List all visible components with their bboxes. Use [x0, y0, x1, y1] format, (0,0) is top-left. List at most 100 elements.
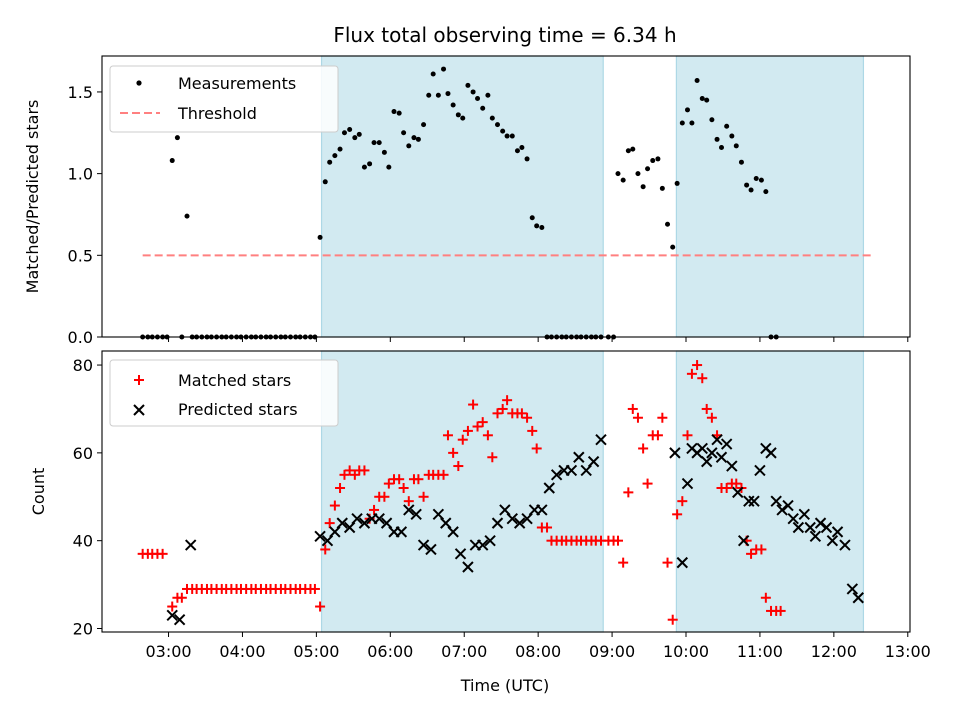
predicted-star-point — [447, 526, 459, 538]
matched-star-point — [369, 504, 380, 515]
predicted-star-point — [681, 477, 694, 490]
matched-star-point — [642, 478, 653, 489]
matched-star-point — [324, 518, 335, 529]
bottom-legend-box — [109, 359, 339, 427]
top-panel: 0.0 0.5 1.0 1.5 Matched/Predicted stars Mea… — [23, 55, 911, 347]
predicted-star-point — [711, 433, 723, 446]
predicted-star-point — [743, 495, 755, 507]
chart-title: Flux total observing time = 6.34 h — [333, 23, 676, 47]
matched-star-point — [612, 535, 623, 546]
matched-star-point — [760, 592, 771, 603]
x-tick-label: 06:00 — [367, 642, 413, 661]
matched-star-point — [638, 443, 649, 454]
measurement-point — [450, 102, 456, 108]
measurement-point — [524, 156, 530, 162]
x-tick-label: 13:00 — [885, 642, 931, 661]
measurement-point — [753, 176, 759, 182]
top-legend: Measurements Threshold — [109, 65, 339, 133]
matched-star-point — [477, 417, 488, 428]
predicted-star-point — [732, 486, 744, 499]
measurement-point — [332, 153, 338, 159]
matched-star-point — [672, 509, 683, 520]
measurement-point — [758, 177, 764, 183]
bottom-observing-window-0 — [320, 350, 604, 633]
matched-star-point — [309, 583, 320, 594]
predicted-star-point — [700, 455, 713, 468]
measurement-point — [485, 92, 491, 98]
measurement-point — [615, 171, 621, 177]
matched-star-point — [176, 592, 187, 603]
matched-star-point — [527, 425, 538, 436]
measurement-point — [733, 143, 739, 149]
matched-stars-points — [137, 360, 786, 625]
matched-star-point — [462, 425, 473, 436]
predicted-star-point — [776, 504, 788, 516]
matched-star-point — [472, 421, 483, 432]
predicted-star-point — [477, 539, 489, 551]
matched-star-point — [667, 614, 678, 625]
measurement-point — [367, 161, 373, 167]
matched-star-point — [379, 491, 390, 502]
matched-star-point — [692, 360, 703, 371]
measurement-point — [625, 148, 631, 154]
matched-star-point — [701, 403, 712, 414]
matched-star-point — [677, 496, 688, 507]
predicted-star-point — [846, 583, 859, 595]
measurement-point — [174, 135, 180, 141]
measurement-point — [500, 128, 506, 134]
matched-star-point — [335, 482, 346, 493]
measurement-point — [441, 66, 447, 72]
matched-star-point — [697, 373, 708, 384]
matched-star-point — [542, 522, 553, 533]
measurement-point — [322, 179, 328, 185]
predicted-star-point — [513, 517, 526, 529]
matched-star-point — [731, 478, 742, 489]
matched-star-point — [349, 469, 360, 480]
measurement-point — [729, 133, 735, 139]
predicted-star-point — [765, 447, 777, 459]
predicted-star-point — [820, 521, 833, 534]
x-tick-label: 04:00 — [219, 642, 265, 661]
measurement-point — [430, 71, 436, 77]
measurement-point — [391, 109, 397, 115]
measurement-point — [630, 146, 636, 152]
predicted-star-point — [484, 534, 496, 547]
predicted-star-point — [696, 442, 708, 455]
measurement-point — [539, 225, 545, 231]
top-panel-frame — [101, 55, 911, 338]
predicted-star-point — [792, 521, 805, 534]
measurement-point — [460, 115, 466, 121]
matched-star-point — [403, 496, 414, 507]
predicted-star-point — [543, 482, 555, 494]
top-y-ticks: 0.0 0.5 1.0 1.5 — [68, 83, 102, 347]
matched-star-point — [775, 605, 786, 616]
measurement-point — [504, 133, 510, 139]
x-tick-label: 07:00 — [441, 642, 487, 661]
threshold-legend-label: Threshold — [177, 104, 257, 123]
bottom-y-tick-label: 40 — [73, 532, 93, 551]
measurement-point — [426, 92, 432, 98]
measurement-point — [640, 184, 646, 190]
measurement-point — [514, 148, 520, 154]
predicted-star-point — [726, 460, 738, 472]
matched-star-point — [756, 544, 767, 555]
predicted-star-point — [573, 451, 585, 463]
matched-star-point — [448, 447, 459, 458]
measurement-point — [645, 166, 651, 172]
matched-star-point — [657, 412, 668, 423]
measurement-point — [480, 105, 486, 111]
x-tick-label: 10:00 — [663, 642, 709, 661]
top-x-ticks — [168, 337, 909, 342]
bottom-y-tick-label: 60 — [73, 444, 93, 463]
predicted-star-point — [595, 433, 607, 446]
measurement-point — [371, 140, 377, 146]
matched-legend-marker — [134, 375, 144, 385]
measurement-point — [381, 149, 387, 155]
measurement-point — [455, 112, 461, 118]
predicted-stars-points — [166, 433, 864, 626]
matched-star-point — [418, 491, 429, 502]
predicted-star-point — [720, 438, 733, 450]
matched-star-point — [339, 469, 350, 480]
matched-star-point — [662, 557, 673, 568]
